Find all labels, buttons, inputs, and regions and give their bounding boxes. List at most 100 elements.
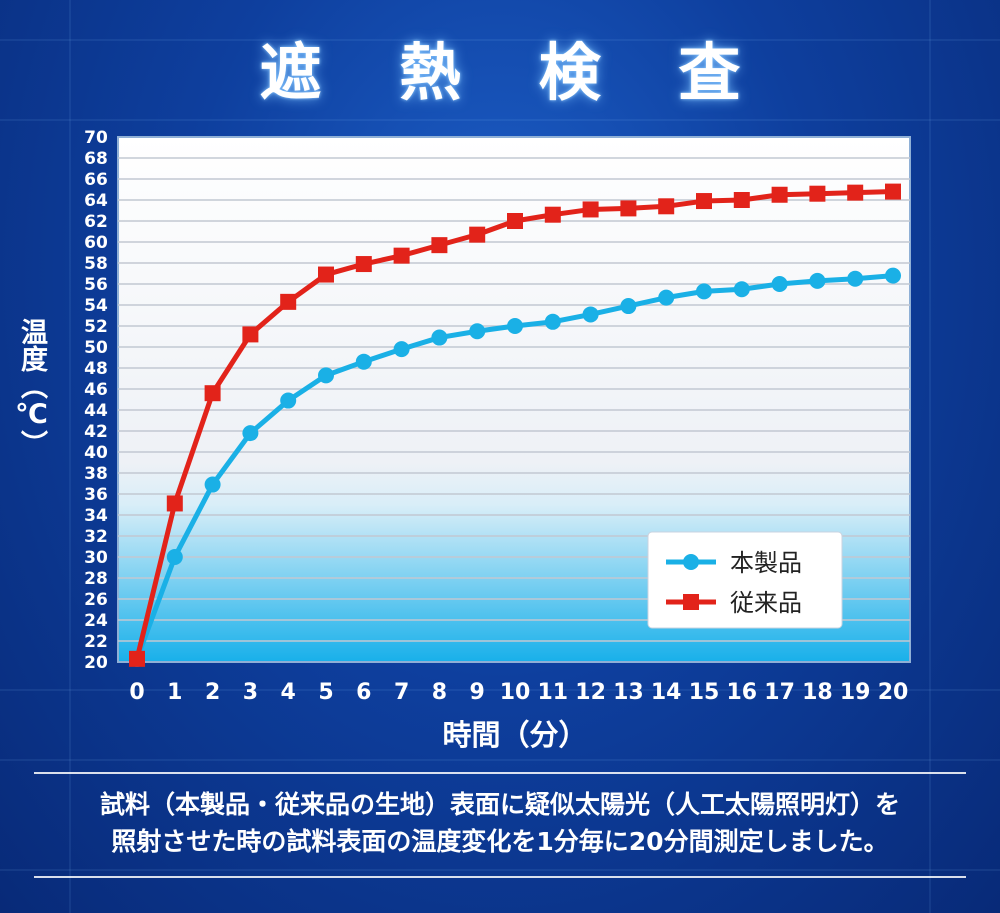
- legend-marker: [683, 554, 699, 570]
- data-point: [204, 385, 221, 402]
- series-1: [129, 267, 901, 667]
- data-point: [166, 549, 183, 565]
- y-tick-label: 36: [84, 485, 108, 505]
- data-point: [204, 476, 221, 493]
- data-point: [809, 272, 826, 289]
- data-point: [129, 650, 145, 667]
- x-tick-label: 19: [840, 680, 871, 705]
- y-tick-label: 40: [84, 443, 108, 463]
- data-point: [771, 186, 788, 203]
- data-point: [393, 341, 410, 358]
- x-tick-label: 15: [689, 680, 720, 705]
- data-point: [507, 213, 523, 229]
- y-tick-label: 46: [84, 380, 108, 400]
- data-point: [318, 266, 334, 283]
- description-line-2: 照射させた時の試料表面の温度変化を1分毎に20分間測定しました。: [111, 827, 889, 856]
- description: 試料（本製品・従来品の生地）表面に疑似太陽光（人工太陽照明灯）を 照射させた時の…: [34, 786, 966, 860]
- data-point: [733, 192, 750, 208]
- y-tick-label: 30: [84, 548, 108, 568]
- data-point: [469, 323, 486, 340]
- y-tick-label: 54: [84, 296, 108, 316]
- divider-top: [34, 772, 966, 774]
- y-tick-label: 70: [84, 128, 108, 148]
- data-point: [847, 184, 864, 201]
- y-tick-label: 34: [84, 506, 108, 526]
- data-point: [355, 353, 372, 370]
- data-point: [507, 318, 523, 334]
- y-tick-label: 44: [84, 401, 108, 421]
- data-point: [242, 326, 259, 343]
- data-point: [847, 270, 864, 287]
- y-tick-label: 22: [84, 632, 108, 652]
- data-point: [242, 425, 259, 442]
- x-tick-label: 17: [764, 680, 795, 705]
- data-point: [809, 185, 826, 202]
- x-tick-label: 12: [575, 680, 606, 705]
- page-title: 遮 熱 検 査: [259, 36, 769, 109]
- data-point: [885, 183, 901, 200]
- x-tick-label: 11: [537, 680, 568, 705]
- y-tick-label: 48: [84, 359, 108, 379]
- data-point: [696, 193, 712, 210]
- y-tick-label: 60: [84, 233, 108, 253]
- x-tick-label: 18: [802, 680, 833, 705]
- x-tick-label: 3: [243, 680, 258, 705]
- legend-label: 本製品: [730, 549, 802, 577]
- y-tick-label: 62: [84, 212, 108, 232]
- y-tick-label: 64: [84, 191, 108, 211]
- data-point: [469, 226, 486, 243]
- x-tick-label: 20: [878, 680, 909, 705]
- x-tick-label: 1: [167, 680, 182, 705]
- data-point: [582, 201, 599, 218]
- data-point: [885, 267, 901, 284]
- legend-marker: [683, 594, 699, 610]
- y-tick-label: 38: [84, 464, 108, 484]
- x-tick-label: 6: [356, 680, 371, 705]
- data-point: [582, 306, 599, 323]
- data-point: [280, 392, 297, 409]
- x-tick-label: 0: [129, 680, 144, 705]
- data-point: [696, 283, 712, 300]
- x-axis-label: 時間（分）: [442, 718, 588, 752]
- data-point: [771, 276, 788, 292]
- y-axis-label: 温度（℃）: [16, 318, 47, 457]
- data-point: [658, 198, 675, 215]
- x-tick-label: 14: [651, 680, 682, 705]
- x-tick-label: 13: [613, 680, 644, 705]
- y-tick-label: 50: [84, 338, 108, 358]
- y-tick-label: 28: [84, 569, 108, 589]
- x-tick-label: 8: [432, 680, 447, 705]
- data-point: [355, 256, 372, 273]
- data-point: [544, 313, 561, 330]
- series-2: [129, 183, 901, 667]
- x-tick-label: 10: [500, 680, 531, 705]
- y-tick-label: 42: [84, 422, 108, 442]
- data-point: [318, 367, 334, 384]
- x-tick-label: 4: [281, 680, 296, 705]
- y-tick-label: 52: [84, 317, 108, 337]
- data-point: [658, 289, 675, 306]
- y-tick-label: 26: [84, 590, 108, 610]
- data-point: [620, 200, 637, 217]
- y-tick-label: 68: [84, 149, 108, 169]
- x-tick-label: 16: [726, 680, 757, 705]
- data-point: [544, 206, 561, 223]
- data-point: [620, 298, 637, 315]
- y-tick-label: 56: [84, 275, 108, 295]
- data-point: [393, 247, 410, 264]
- y-tick-label: 58: [84, 254, 108, 274]
- description-line-1: 試料（本製品・従来品の生地）表面に疑似太陽光（人工太陽照明灯）を: [99, 790, 900, 819]
- data-point: [166, 495, 183, 512]
- data-point: [431, 329, 448, 346]
- y-tick-label: 24: [84, 611, 108, 631]
- x-tick-label: 7: [394, 680, 409, 705]
- divider-bottom: [34, 876, 966, 878]
- data-point: [431, 237, 448, 254]
- x-tick-label: 5: [318, 680, 333, 705]
- data-point: [280, 293, 297, 310]
- y-tick-label: 66: [84, 170, 108, 190]
- y-tick-label: 20: [84, 653, 108, 673]
- x-tick-label: 9: [470, 680, 485, 705]
